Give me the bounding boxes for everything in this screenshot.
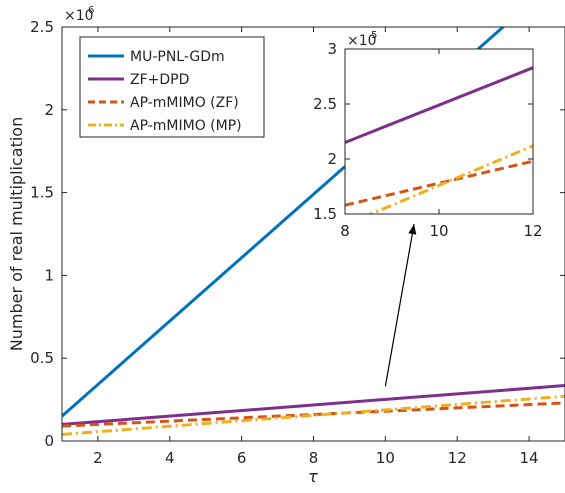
legend: MU-PNL-GDm ZF+DPD AP-mMIMO (ZF) AP-mMIMO (M… bbox=[79, 36, 265, 138]
inset-y-tick-label-3: 3 bbox=[327, 40, 337, 58]
main-x-tick-label-5: 12 bbox=[448, 449, 467, 467]
inset-series-2 bbox=[367, 144, 533, 214]
main-x-tick-label-6: 14 bbox=[520, 449, 539, 467]
main-x-tick-label-0: 2 bbox=[93, 449, 103, 467]
main-y-tick-label-4: 2 bbox=[44, 101, 54, 119]
y-axis-label: Number of real multiplication bbox=[7, 117, 26, 351]
legend-label-1: ZF+DPD bbox=[130, 72, 189, 88]
main-series-0 bbox=[62, 27, 506, 418]
main-x-tick-label-4: 10 bbox=[376, 449, 395, 467]
inset-x-axis: 8 10 12 bbox=[340, 49, 543, 240]
main-exponent-base: ×10 bbox=[64, 8, 94, 24]
main-exponent-power: 6 bbox=[88, 5, 94, 16]
main-x-tick-label-1: 4 bbox=[165, 449, 175, 467]
main-y-tick-label-0: 0 bbox=[44, 432, 54, 450]
main-series-3 bbox=[62, 394, 565, 436]
main-y-tick-label-2: 1 bbox=[44, 266, 54, 284]
arrow-head bbox=[408, 224, 417, 235]
inset-y-tick-label-2: 2.5 bbox=[313, 95, 337, 113]
inset-y-tick-label-0: 1.5 bbox=[313, 205, 337, 223]
legend-label-3: AP-mMIMO (MP) bbox=[130, 118, 242, 134]
main-series-group bbox=[62, 27, 565, 436]
main-y-axis: 0 0.5 1 1.5 2 2.5 bbox=[30, 18, 565, 450]
legend-label-0: MU-PNL-GDm bbox=[130, 49, 225, 65]
main-x-tick-label-2: 6 bbox=[237, 449, 247, 467]
main-x-tick-label-3: 8 bbox=[309, 449, 319, 467]
inset-x-tick-label-0: 8 bbox=[340, 222, 350, 240]
inset-exponent-base: ×10 bbox=[347, 33, 377, 49]
legend-box bbox=[79, 36, 265, 138]
main-y-tick-label-5: 2.5 bbox=[30, 18, 54, 36]
inset-x-tick-label-1: 10 bbox=[429, 222, 448, 240]
inset-y-tick-label-1: 2 bbox=[327, 150, 337, 168]
inset-x-tick-label-2: 12 bbox=[523, 222, 542, 240]
inset-exponent-power: 5 bbox=[371, 30, 377, 41]
inset-series-1 bbox=[345, 159, 533, 207]
main-x-axis: 2 4 6 8 10 12 14 bbox=[93, 27, 539, 467]
main-series-1 bbox=[62, 384, 565, 426]
main-y-tick-label-1: 0.5 bbox=[30, 349, 54, 367]
arrow-shaft bbox=[384, 223, 415, 387]
annotation-arrow bbox=[384, 223, 417, 387]
inset-y-axis: 1.5 2 2.5 3 bbox=[313, 40, 533, 223]
inset-series-group bbox=[345, 66, 533, 214]
inset-series-0 bbox=[345, 66, 533, 144]
x-axis-label: τ bbox=[308, 467, 318, 486]
legend-label-2: AP-mMIMO (ZF) bbox=[130, 95, 239, 111]
main-y-tick-label-3: 1.5 bbox=[30, 184, 54, 202]
